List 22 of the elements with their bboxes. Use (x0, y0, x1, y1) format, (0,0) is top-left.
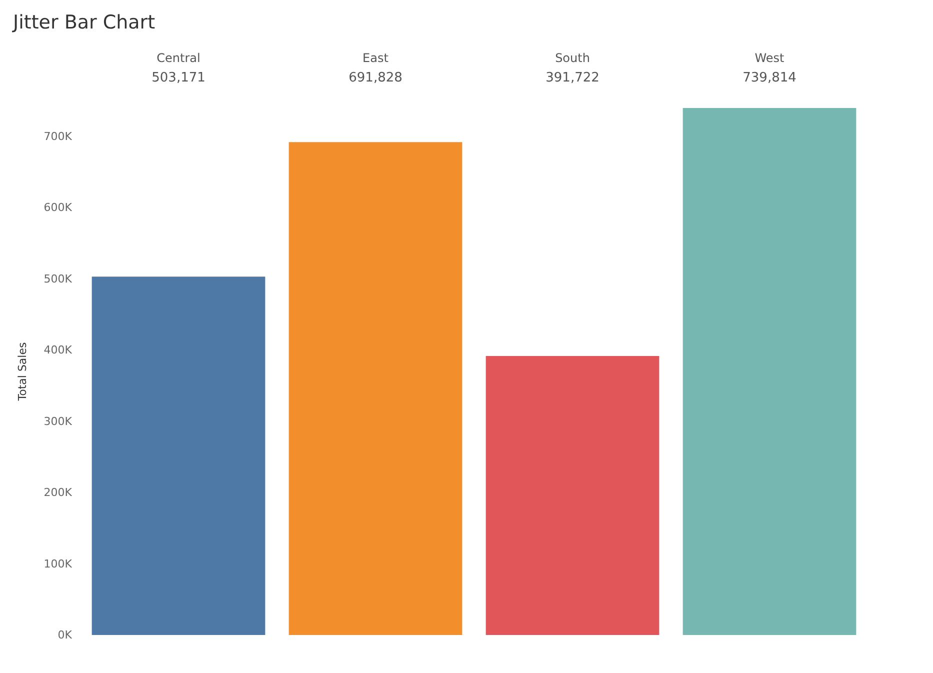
bar (486, 356, 660, 635)
bar (288, 142, 462, 635)
y-tick-label: 200K (44, 486, 73, 500)
data-label: 503,171 (152, 70, 206, 86)
bar (682, 108, 856, 635)
data-label: 739,814 (742, 70, 796, 86)
y-tick-label: 600K (44, 201, 73, 214)
y-tick-label: 700K (44, 130, 73, 143)
y-axis-title: Total Sales (16, 342, 29, 402)
x-tick-label: East (362, 51, 389, 65)
y-tick-label: 400K (44, 344, 73, 357)
y-tick-label: 300K (44, 414, 73, 428)
y-tick-label: 500K (44, 272, 73, 286)
y-tick-label: 0K (58, 628, 73, 642)
chart-title: Jitter Bar Chart (12, 12, 156, 34)
y-tick-label: 100K (44, 557, 73, 570)
x-tick-label: West (754, 51, 785, 65)
data-label: 691,828 (348, 70, 402, 86)
x-tick-label: South (555, 51, 590, 65)
bar (92, 276, 266, 635)
data-label: 391,722 (546, 70, 600, 86)
x-tick-label: Central (156, 51, 200, 65)
